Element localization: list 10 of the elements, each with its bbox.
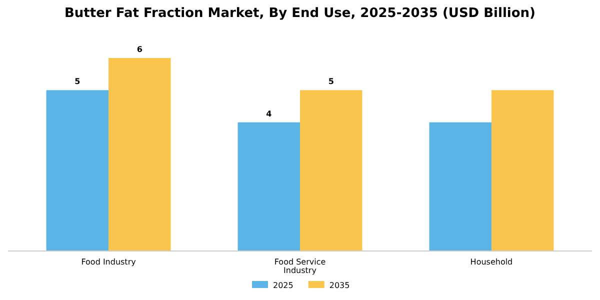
chart-title: Butter Fat Fraction Market, By End Use, 2025-2035 (USD Billion): [64, 6, 536, 21]
x-tick-label: Food Service Industry: [274, 257, 326, 276]
data-label: 6: [136, 45, 143, 54]
data-label: 4: [266, 109, 272, 118]
data-label: 5: [328, 77, 334, 86]
x-tick-label: Household: [470, 257, 513, 266]
data-label: 5: [74, 77, 81, 86]
x-tick-label: Food Industry: [81, 257, 136, 266]
legend-label: 2035: [329, 281, 350, 290]
legend-label: 2025: [273, 281, 294, 290]
